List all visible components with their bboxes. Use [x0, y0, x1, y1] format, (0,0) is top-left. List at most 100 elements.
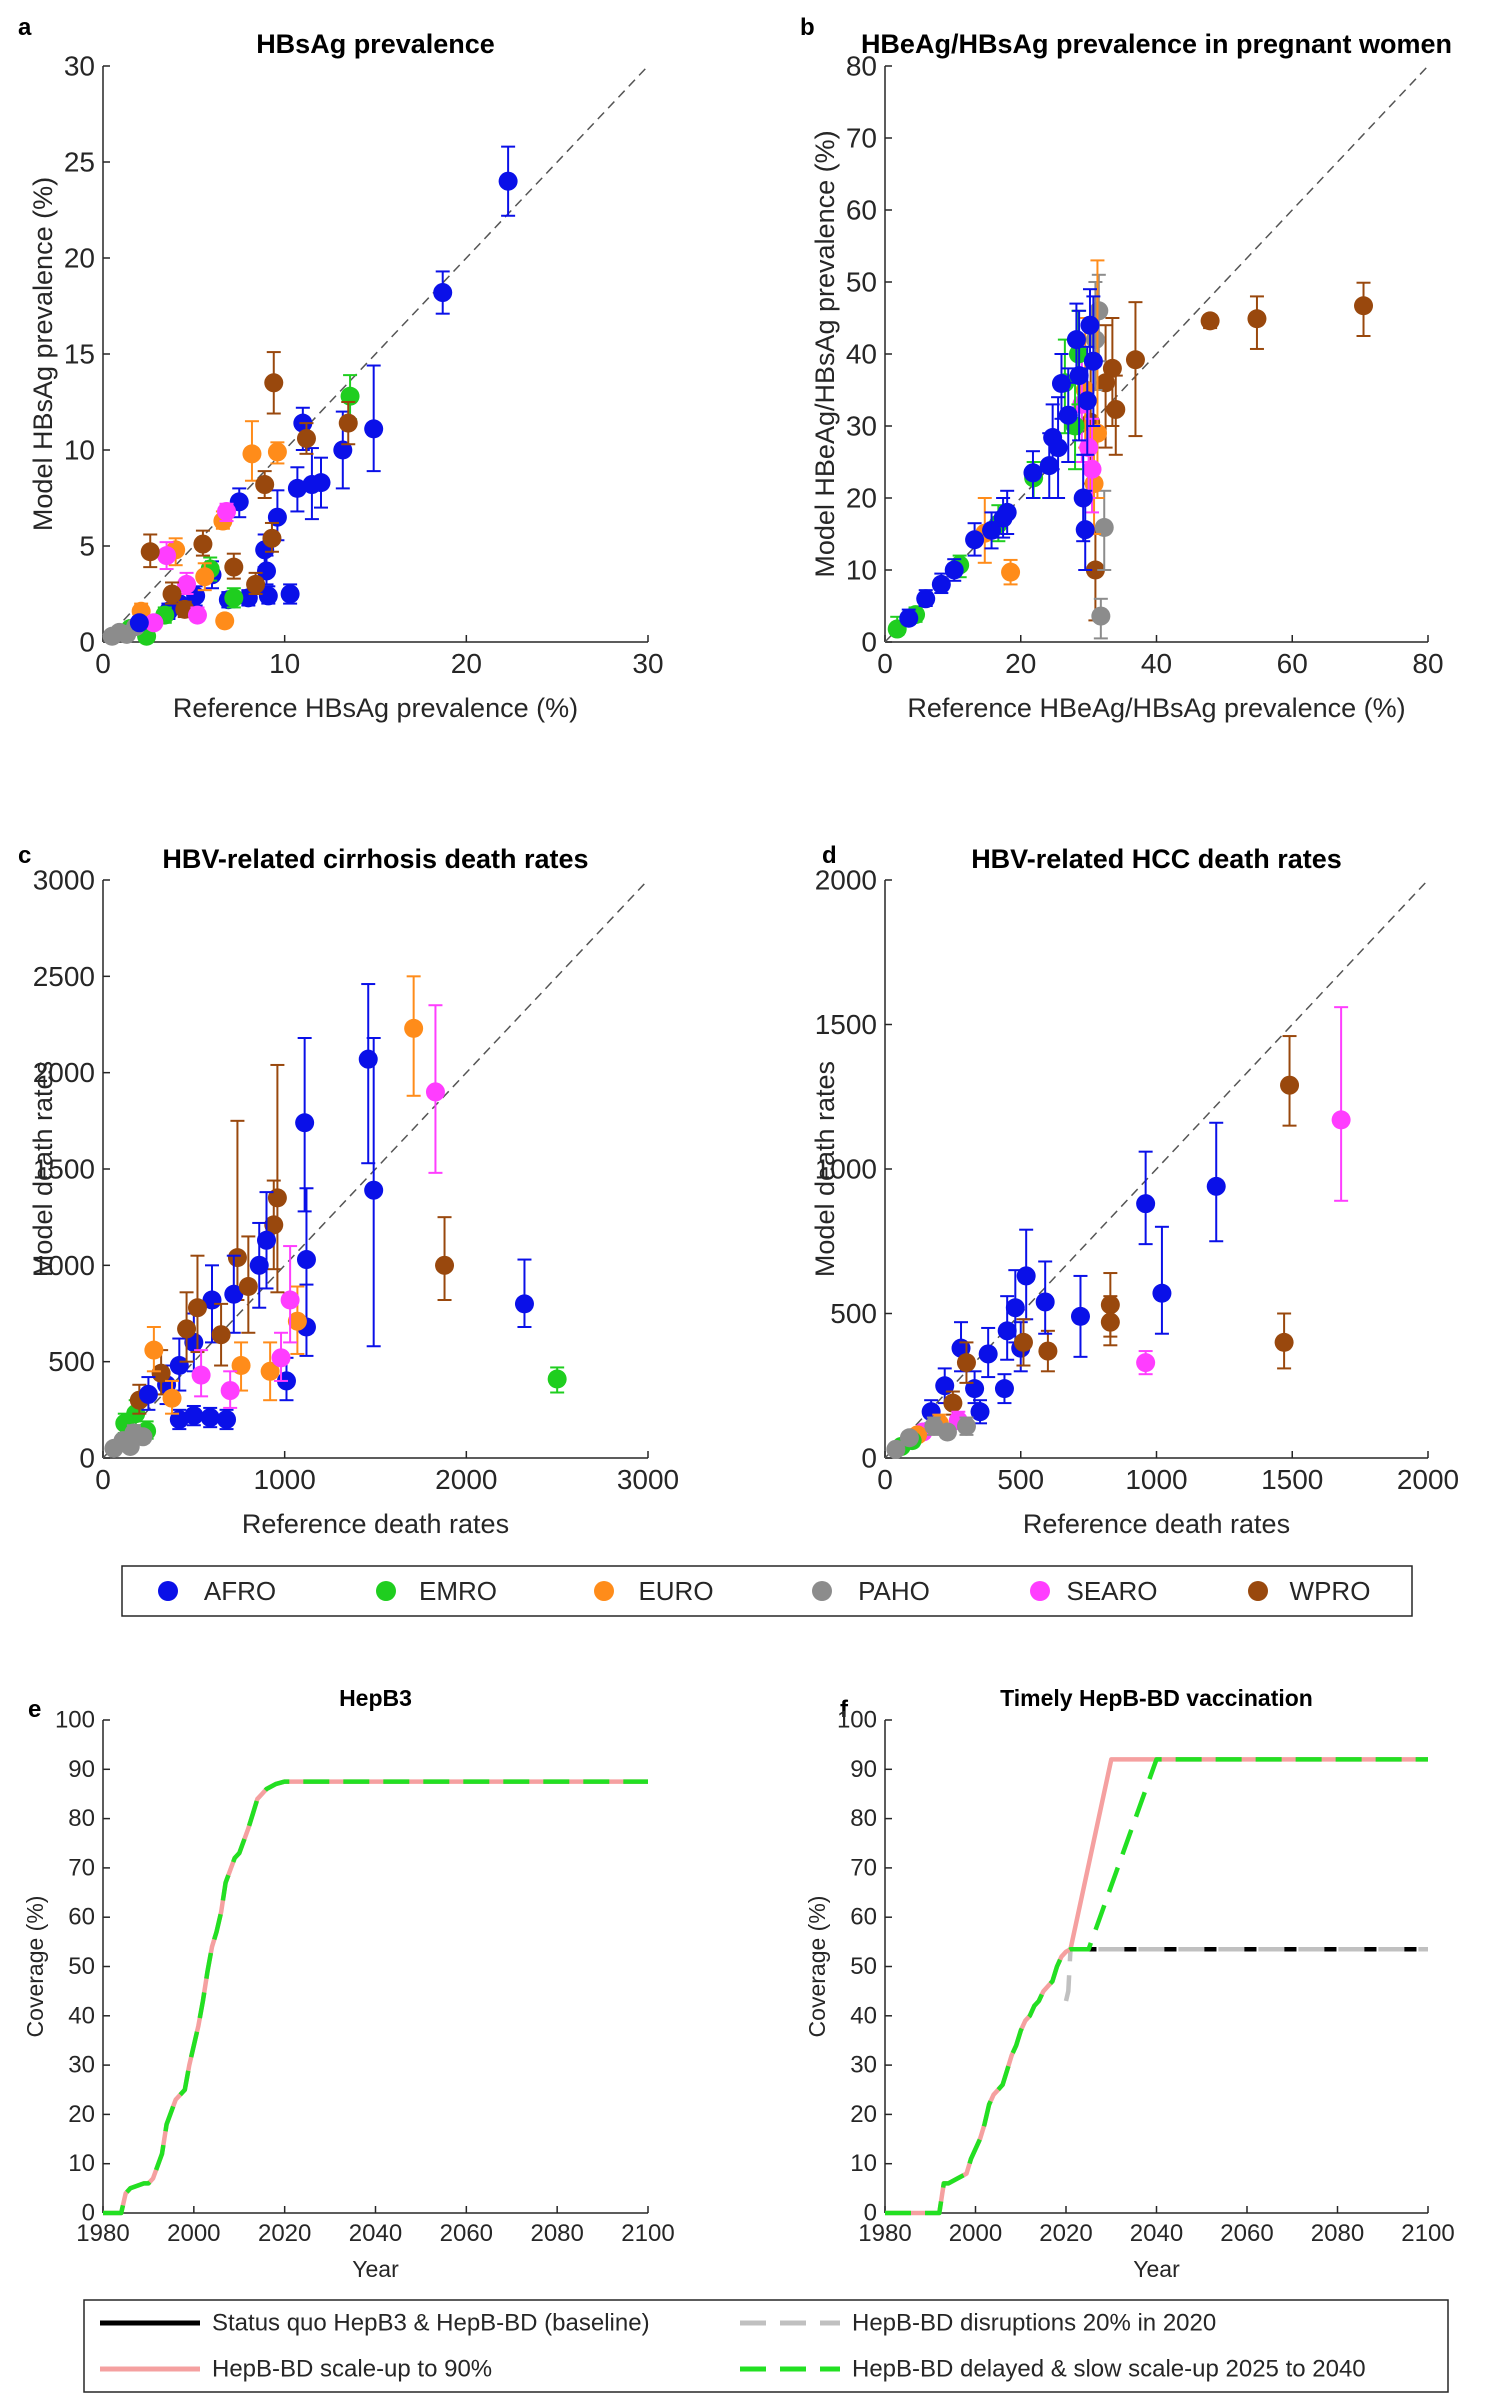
- panel-letter: f: [840, 1696, 849, 1723]
- marker: [267, 1188, 287, 1208]
- region-legend: AFRO EMRO EURO PAHO SEARO WPRO: [121, 1565, 1413, 1617]
- series-line: [1063, 1946, 1428, 2002]
- data-point-paho: [899, 1428, 919, 1448]
- marker: [1051, 374, 1071, 394]
- marker: [191, 1365, 211, 1385]
- data-point-afro: [433, 270, 453, 315]
- y-tick-label: 50: [846, 267, 877, 298]
- y-tick-label: 20: [846, 483, 877, 514]
- data-point-afro: [1152, 1225, 1172, 1335]
- marker: [260, 1361, 280, 1381]
- chart-title: HBsAg prevalence: [256, 29, 495, 59]
- marker: [231, 1356, 251, 1376]
- marker: [257, 561, 276, 581]
- x-tick-label: 2060: [1220, 2220, 1273, 2247]
- series-line: [103, 1779, 648, 2216]
- legend-label: HepB-BD scale-up to 90%: [212, 2356, 492, 2383]
- chart-title: HepB3: [339, 1685, 412, 1711]
- x-tick-label: 1980: [858, 2220, 911, 2247]
- data-point-paho: [1094, 489, 1114, 571]
- marker: [1102, 358, 1122, 378]
- y-tick-label: 0: [861, 627, 877, 658]
- y-tick-label: 40: [68, 2002, 95, 2029]
- y-axis-label: Coverage (%): [22, 1896, 48, 2038]
- marker: [1085, 560, 1105, 580]
- marker: [997, 502, 1017, 522]
- data-point-searo: [177, 571, 197, 595]
- legend-box: [121, 1565, 1413, 1617]
- data-point-wpro: [224, 552, 244, 580]
- marker: [187, 605, 207, 625]
- x-tick-label: 1000: [254, 1464, 316, 1495]
- data-point-wpro: [262, 521, 282, 553]
- data-point-afro: [129, 613, 149, 633]
- data-point-wpro: [193, 529, 213, 557]
- x-tick-label: 40: [1141, 648, 1172, 679]
- data-point-searo: [271, 1331, 291, 1382]
- legend-label: EMRO: [419, 1576, 497, 1606]
- data-point-wpro: [267, 1063, 287, 1294]
- marker: [364, 419, 384, 439]
- data-point-afro: [1136, 1150, 1156, 1246]
- marker: [246, 574, 266, 594]
- data-point-paho: [120, 1436, 140, 1456]
- data-point-wpro: [211, 1302, 231, 1367]
- identity-line: [102, 65, 649, 643]
- data-point-wpro: [1247, 295, 1267, 350]
- y-tick-label: 1000: [815, 1154, 877, 1185]
- data-point-afro: [1206, 1121, 1226, 1243]
- panel-b: b HBeAg/HBsAg prevalence in pregnant wome…: [800, 14, 1452, 723]
- data-point-wpro: [296, 422, 316, 455]
- x-tick-label: 60: [1277, 648, 1308, 679]
- data-point-wpro: [1038, 1329, 1058, 1373]
- legend-marker: [376, 1581, 396, 1601]
- marker: [1247, 309, 1267, 329]
- data-point-afro: [1023, 450, 1043, 499]
- marker: [994, 1379, 1014, 1399]
- data-point-afro: [970, 1399, 990, 1425]
- scenario-legend-item: HepB-BD scale-up to 90%: [100, 2356, 492, 2383]
- data-point-wpro: [140, 533, 160, 569]
- x-tick-label: 3000: [617, 1464, 679, 1495]
- y-tick-label: 20: [64, 243, 95, 274]
- marker: [956, 1353, 976, 1373]
- y-tick-label: 30: [846, 411, 877, 442]
- legend-label: EURO: [638, 1576, 713, 1606]
- legend-item-afro: AFRO: [158, 1576, 276, 1606]
- y-tick-label: 500: [830, 1298, 877, 1329]
- data-point-wpro: [956, 1341, 976, 1384]
- marker: [1280, 1075, 1300, 1095]
- x-axis-label: Year: [1133, 2256, 1180, 2282]
- data-point-searo: [1079, 396, 1099, 499]
- data-point-wpro: [1100, 1295, 1120, 1347]
- legend-label: HepB-BD disruptions 20% in 2020: [852, 2310, 1216, 2337]
- legend-marker: [1248, 1581, 1268, 1601]
- marker: [162, 1388, 182, 1408]
- x-tick-label: 0: [877, 648, 893, 679]
- legend-marker: [594, 1581, 614, 1601]
- y-tick-label: 100: [55, 1707, 95, 1734]
- y-tick-label: 20: [68, 2101, 95, 2128]
- data-point-afro: [944, 558, 964, 582]
- marker: [151, 1363, 171, 1383]
- data-point-afro: [200, 1406, 220, 1429]
- data-point-wpro: [162, 581, 182, 605]
- panel-letter: b: [800, 14, 815, 41]
- data-point-afro: [514, 1258, 534, 1328]
- y-tick-label: 0: [79, 1443, 95, 1474]
- marker: [311, 473, 331, 493]
- y-tick-label: 1500: [33, 1154, 95, 1185]
- marker: [435, 1255, 455, 1275]
- data-point-afro: [965, 522, 985, 557]
- marker: [935, 1376, 955, 1396]
- marker: [1073, 488, 1093, 508]
- y-tick-label: 60: [846, 195, 877, 226]
- marker: [1152, 1283, 1172, 1303]
- marker: [224, 557, 244, 577]
- legend-item-paho: PAHO: [812, 1576, 930, 1606]
- marker: [425, 1082, 445, 1102]
- data-point-afro: [358, 983, 378, 1165]
- marker: [997, 1321, 1017, 1341]
- marker: [280, 1290, 300, 1310]
- marker: [129, 613, 149, 633]
